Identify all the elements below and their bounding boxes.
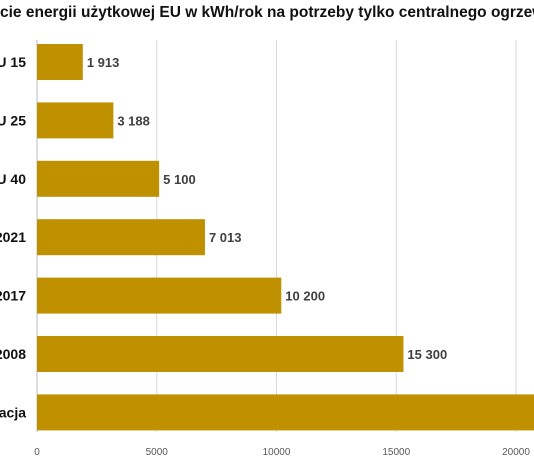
category-label: acja [0, 404, 26, 420]
category-label: 2008 [0, 346, 26, 362]
category-label: 2017 [0, 288, 26, 304]
x-tick-label: 15000 [382, 447, 410, 458]
bar [37, 394, 534, 431]
bar [37, 336, 404, 372]
data-label: 3 188 [117, 113, 150, 128]
category-label: U 25 [0, 112, 26, 128]
x-tick-label: 20000 [502, 447, 530, 458]
chart-title: cie energii użytkowej EU w kWh/rok na po… [0, 4, 534, 21]
category-labels: U 15 U 25 U 40 2021 2017 2008 acja [0, 54, 26, 420]
data-label: 7 013 [209, 230, 242, 245]
data-label: 10 200 [285, 289, 325, 304]
data-label: 15 300 [407, 347, 447, 362]
bar [37, 160, 160, 197]
bar [37, 102, 114, 139]
data-label: 5 100 [163, 172, 196, 187]
data-labels: 1 913 3 188 5 100 7 013 10 200 15 300 [87, 55, 447, 362]
x-tick-labels: 0 5000 10000 15000 20000 [34, 447, 530, 458]
category-label: U 15 [0, 54, 26, 70]
category-label: 2021 [0, 229, 26, 245]
x-tick-label: 5000 [146, 447, 169, 458]
bar [37, 277, 282, 314]
bars [37, 44, 534, 431]
category-label: U 40 [0, 171, 26, 187]
x-tick-label: 0 [34, 447, 40, 458]
x-tick-label: 10000 [263, 447, 291, 458]
data-label: 1 913 [87, 55, 120, 70]
bar [37, 44, 83, 80]
bar [37, 219, 205, 256]
